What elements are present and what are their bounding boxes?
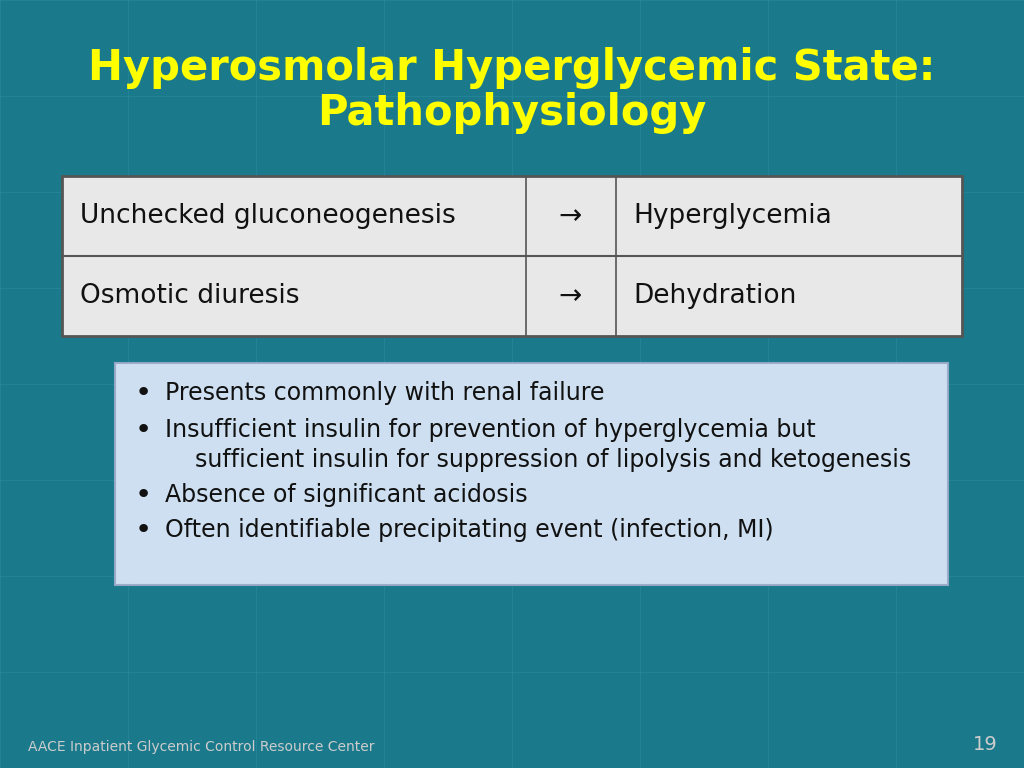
Text: Presents commonly with renal failure: Presents commonly with renal failure — [165, 381, 604, 405]
Text: →: → — [559, 282, 582, 310]
Text: Absence of significant acidosis: Absence of significant acidosis — [165, 483, 527, 507]
Text: •: • — [134, 379, 152, 407]
Text: Hyperglycemia: Hyperglycemia — [634, 203, 833, 229]
FancyBboxPatch shape — [62, 176, 962, 256]
Text: 19: 19 — [973, 735, 998, 754]
Text: •: • — [134, 416, 152, 444]
FancyBboxPatch shape — [115, 363, 948, 585]
Text: Osmotic diuresis: Osmotic diuresis — [80, 283, 299, 309]
Text: AACE Inpatient Glycemic Control Resource Center: AACE Inpatient Glycemic Control Resource… — [28, 740, 375, 754]
FancyBboxPatch shape — [62, 256, 962, 336]
Text: Pathophysiology: Pathophysiology — [317, 92, 707, 134]
Text: Unchecked gluconeogenesis: Unchecked gluconeogenesis — [80, 203, 456, 229]
Text: sufficient insulin for suppression of lipolysis and ketogenesis: sufficient insulin for suppression of li… — [195, 448, 911, 472]
Text: Often identifiable precipitating event (infection, MI): Often identifiable precipitating event (… — [165, 518, 773, 542]
Text: •: • — [134, 481, 152, 509]
Text: →: → — [559, 202, 582, 230]
Text: Dehydration: Dehydration — [634, 283, 797, 309]
Text: Insufficient insulin for prevention of hyperglycemia but: Insufficient insulin for prevention of h… — [165, 418, 816, 442]
Text: •: • — [134, 516, 152, 544]
Text: Hyperosmolar Hyperglycemic State:: Hyperosmolar Hyperglycemic State: — [88, 47, 936, 89]
